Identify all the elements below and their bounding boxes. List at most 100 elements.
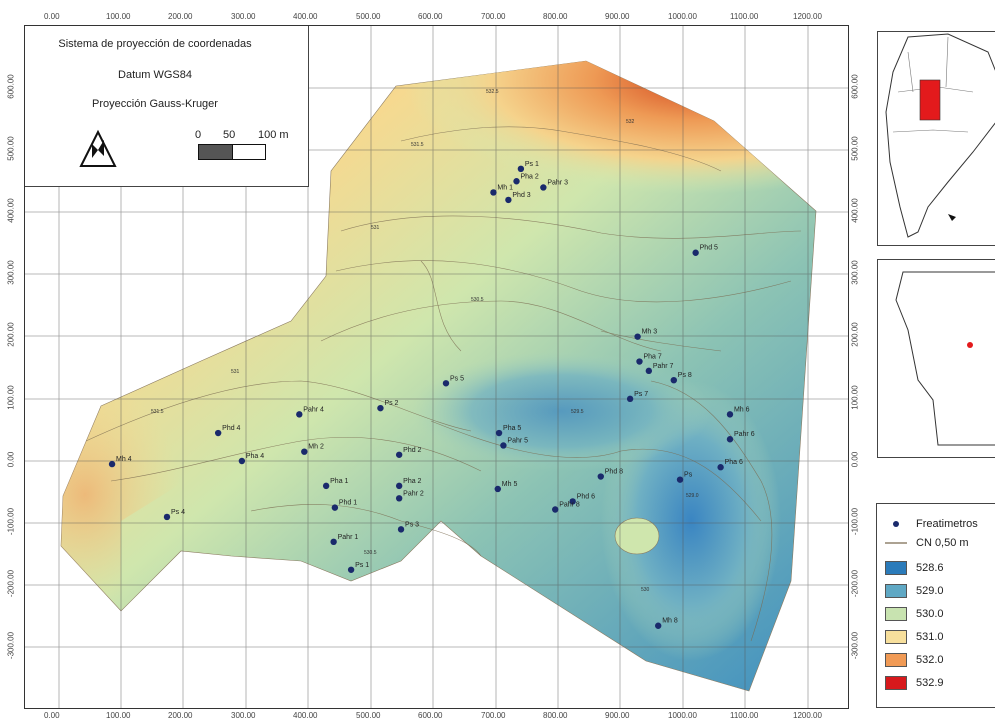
freatimetro-marker[interactable]	[597, 473, 604, 480]
freatimetro-label: Phd 2	[403, 447, 421, 454]
freatimetro-marker[interactable]	[395, 451, 403, 458]
contour-line-icon	[885, 542, 907, 544]
freatimetro-label: Mh 1	[497, 184, 513, 191]
freatimetro-label: Pahr 5	[507, 437, 528, 444]
freatimetro-marker[interactable]	[505, 196, 512, 204]
freatimetro-label: Ps 8	[678, 372, 692, 379]
y-tick-label-left: 300.00	[6, 260, 16, 285]
freatimetro-marker[interactable]	[163, 513, 171, 521]
freatimetro-marker[interactable]	[540, 184, 547, 191]
y-tick-label-right: 500.00	[850, 136, 860, 161]
freatimetro-label: Mh 2	[308, 444, 324, 451]
freatimetro-marker[interactable]	[636, 358, 643, 365]
legend-swatch	[885, 653, 907, 667]
y-tick-label-left: -200.00	[6, 569, 16, 598]
freatimetro-label: Pha 7	[643, 354, 661, 361]
contour-label: 531.5	[151, 409, 164, 415]
legend-swatch	[885, 584, 907, 598]
freatimetro-label: Phd 6	[577, 493, 595, 500]
legend-class-label: 529.0	[916, 585, 944, 597]
freatimetro-marker[interactable]	[108, 460, 116, 468]
y-tick-label-right: 200.00	[850, 322, 860, 347]
map-frame[interactable]: 532.5 532 531.5 531 530.5 531.5 531 529.…	[24, 25, 849, 709]
freatimetro-marker[interactable]	[552, 506, 559, 513]
legend-class-label: 528.6	[916, 562, 944, 574]
freatimetro-label: Pha 6	[725, 459, 743, 466]
y-tick-label-left: 500.00	[6, 136, 16, 161]
x-tick-label-bottom: 700.00	[481, 711, 506, 720]
freatimetro-label: Mh 3	[642, 329, 658, 336]
freatimetro-marker[interactable]	[655, 622, 662, 629]
contour-label: 529.0	[686, 493, 699, 499]
x-tick-label-bottom: 100.00	[106, 711, 131, 720]
freatimetro-marker[interactable]	[517, 165, 525, 173]
freatimetro-marker[interactable]	[670, 376, 678, 384]
freatimetro-marker[interactable]	[442, 380, 450, 387]
contour-label-layer: 532.5 532 531.5 531 530.5 531.5 531 529.…	[151, 89, 699, 593]
legend-class-row: 530.0	[885, 606, 944, 622]
y-tick-label-right: 600.00	[850, 74, 860, 99]
map-canvas[interactable]: 532.5 532 531.5 531 530.5 531.5 531 529.…	[25, 26, 848, 708]
freatimetro-marker[interactable]	[569, 498, 576, 505]
province-outline	[895, 271, 995, 446]
freatimetro-marker[interactable]	[490, 189, 497, 196]
freatimetro-marker[interactable]	[717, 464, 724, 471]
freatimetro-marker[interactable]	[395, 495, 403, 502]
freatimetro-marker[interactable]	[726, 436, 734, 443]
scale-bar-light-segment	[232, 144, 266, 160]
freatimetro-marker[interactable]	[347, 566, 355, 573]
freatimetro-marker[interactable]	[322, 482, 330, 490]
freatimetro-label: Phd 4	[222, 425, 240, 432]
freatimetro-marker[interactable]	[494, 485, 501, 493]
x-tick-label-top: 200.00	[168, 12, 193, 21]
freatimetro-marker[interactable]	[626, 395, 634, 403]
x-tick-label-top: 500.00	[356, 12, 381, 21]
contour-label: 532	[626, 119, 635, 125]
x-tick-label-top: 1000.00	[668, 12, 697, 21]
legend-contour-row: CN 0,50 m	[885, 535, 969, 551]
freatimetro-label: Pha 4	[246, 453, 264, 460]
x-tick-label-top: 1200.00	[793, 12, 822, 21]
freatimetro-label: Phd 5	[700, 245, 718, 252]
freatimetro-marker[interactable]	[296, 411, 303, 418]
y-tick-label-left: 100.00	[6, 385, 16, 410]
inset-argentina	[877, 31, 995, 246]
freatimetro-marker[interactable]	[495, 429, 503, 437]
freatimetro-label: Pha 2	[403, 478, 421, 485]
freatimetro-marker[interactable]	[330, 538, 337, 546]
freatimetro-label: Ps 4	[171, 509, 185, 516]
freatimetro-label: Phd 1	[339, 500, 357, 507]
freatimetro-label: Phd 8	[605, 469, 623, 476]
freatimetro-marker[interactable]	[513, 178, 520, 185]
freatimetro-marker[interactable]	[726, 411, 734, 418]
legend-swatch	[885, 676, 907, 690]
freatimetro-marker[interactable]	[676, 476, 684, 483]
contour-label: 530.5	[471, 297, 484, 303]
x-tick-label-bottom: 900.00	[605, 711, 630, 720]
freatimetro-marker[interactable]	[214, 429, 222, 437]
freatimetro-marker[interactable]	[692, 249, 699, 256]
freatimetro-label: Phd 3	[512, 192, 530, 199]
x-tick-label-bottom: 500.00	[356, 711, 381, 720]
y-tick-label-right: 300.00	[850, 260, 860, 285]
region-highlight	[919, 79, 941, 121]
freatimetro-marker[interactable]	[634, 333, 641, 340]
freatimetro-marker[interactable]	[395, 482, 403, 490]
freatimetro-marker[interactable]	[500, 442, 507, 449]
freatimetro-marker[interactable]	[331, 504, 339, 511]
freatimetro-label: Pahr 8	[559, 501, 580, 508]
freatimetro-label: Ps	[684, 472, 693, 479]
freatimetro-label: Mh 6	[734, 406, 750, 413]
contour-label: 532.5	[486, 89, 499, 95]
freatimetro-marker[interactable]	[377, 404, 384, 412]
scale-label-50: 50	[223, 129, 236, 141]
freatimetro-label: Ps 5	[450, 375, 464, 382]
contour-lines	[85, 126, 802, 642]
x-tick-label-top: 700.00	[481, 12, 506, 21]
freatimetro-marker[interactable]	[645, 367, 653, 375]
freatimetro-marker[interactable]	[397, 526, 405, 533]
freatimetro-marker[interactable]	[238, 457, 246, 465]
freatimetro-marker[interactable]	[301, 448, 308, 455]
y-tick-label-right: -200.00	[850, 569, 860, 598]
freatimetro-label: Ps 3	[405, 521, 419, 528]
